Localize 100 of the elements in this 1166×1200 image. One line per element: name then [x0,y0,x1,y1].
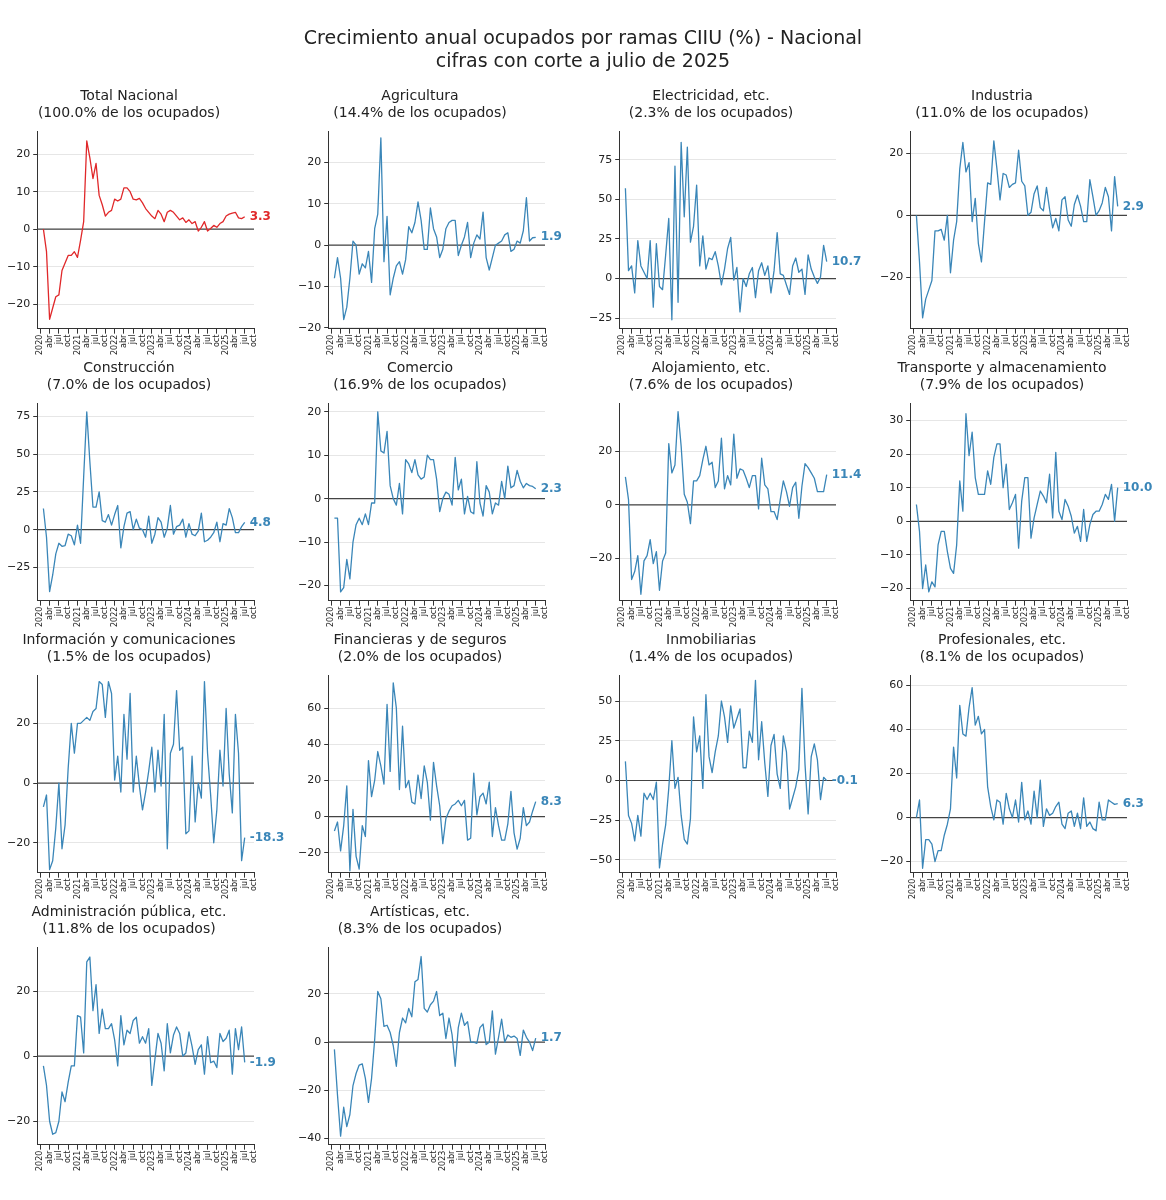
x-tick-label: abr [521,605,531,620]
x-tick-label: oct [831,606,841,620]
x-tick-label: abr [156,333,166,348]
x-tick-label: oct [249,1150,259,1164]
x-tick-label: 2024 [766,606,776,627]
x-tick-label: 2021 [363,1150,373,1171]
y-tick-label: 30 [889,413,904,427]
x-tick-label: abr [410,1149,420,1164]
x-tick-label: oct [211,878,221,892]
annotation: 1.9 [540,229,562,244]
x-tick-label: abr [372,1149,382,1164]
chart-title: Industria [971,87,1033,104]
x-tick-label: abr [156,1149,166,1164]
y-tick-label: −10 [298,534,322,548]
x-tick-label: 2022 [691,606,701,627]
x-tick-label: abr [410,605,420,620]
x-tick-label: 2025 [221,606,231,627]
text: Crecimiento anual ocupados por ramas CIIU (%) - Nacional [302,26,864,49]
x-tick-label: 2024 [184,878,194,899]
y-tick-label: 50 [598,693,613,707]
x-tick-label: jul [926,606,936,618]
x-tick-label: jul [239,606,249,618]
x-tick-label: abr [738,333,748,348]
y-tick-label: 20 [307,986,322,1000]
annotation: -18.3 [249,829,285,844]
x-tick-label: 2021 [654,606,664,627]
x-tick-label: jul [747,606,757,618]
x-tick-label: abr [701,877,711,892]
x-tick-label: oct [391,334,401,348]
x-tick-label: 2025 [512,878,522,899]
y-tick-label: 10 [307,196,322,210]
x-tick-label: jul [821,878,831,890]
chart-subtitle: (1.5% de los ocupados) [46,647,212,664]
y-tick-label: −20 [880,581,904,595]
x-tick-label: oct [756,334,766,348]
x-tick-label: jul [165,334,175,346]
x-tick-label: abr [992,605,1002,620]
x-tick-label: oct [793,606,803,620]
y-tick-label: 0 [23,222,31,236]
x-tick-label: jul [821,606,831,618]
y-tick-label: 75 [16,409,31,423]
x-tick-label: 2020 [326,606,336,627]
x-tick-label: jul [91,334,101,346]
x-tick-label: jul [239,878,249,890]
chart-subtitle: (14.4% de los ocupados) [333,103,507,120]
x-tick-label: jul [784,334,794,346]
x-tick-label: abr [663,333,673,348]
x-tick-label: oct [645,334,655,348]
x-tick-label: 2020 [35,334,45,355]
chart-subtitle: (1.4% de los ocupados) [628,647,794,664]
x-tick-label: jul [493,334,503,346]
x-tick-label: 2021 [363,334,373,355]
x-tick-label: abr [484,605,494,620]
x-tick-label: abr [775,877,785,892]
y-tick-label: −20 [298,578,322,592]
x-tick-label: oct [137,1150,147,1164]
x-tick-label: abr [119,605,129,620]
x-tick-label: jul [165,606,175,618]
x-tick-label: 2023 [1019,334,1029,355]
chart-subtitle: (2.3% de los ocupados) [628,103,794,120]
x-tick-label: 2022 [982,606,992,627]
x-tick-label: 2025 [512,334,522,355]
y-tick-label: 25 [598,231,613,245]
y-tick-label: 50 [16,447,31,461]
x-tick-label: 2022 [109,878,119,899]
x-tick-label: 2021 [654,878,664,899]
x-tick-label: jul [344,606,354,618]
x-tick-label: 2025 [512,606,522,627]
chart-title: Construcción [83,359,175,376]
x-tick-label: oct [1122,606,1132,620]
x-tick-label: jul [673,878,683,890]
x-tick-label: 2025 [803,606,813,627]
x-tick-label: jul [382,606,392,618]
x-tick-label: 2024 [475,878,485,899]
x-tick-label: 2023 [437,1150,447,1171]
x-tick-label: abr [992,877,1002,892]
x-tick-label: abr [335,877,345,892]
x-tick-label: jul [53,878,63,890]
x-tick-label: abr [954,877,964,892]
x-tick-label: oct [174,334,184,348]
x-tick-label: jul [239,334,249,346]
chart-title: Agricultura [381,87,459,104]
x-tick-label: oct [502,334,512,348]
x-tick-label: jul [1075,606,1085,618]
x-tick-label: 2024 [184,1150,194,1171]
x-tick-label: abr [626,877,636,892]
x-tick-label: 2021 [72,1150,82,1171]
x-tick-label: 2022 [109,1150,119,1171]
y-tick-label: 50 [598,192,613,206]
x-tick-label: abr [447,333,457,348]
y-tick-label: 25 [598,733,613,747]
x-tick-label: abr [193,333,203,348]
y-tick-label: 20 [307,773,322,787]
x-tick-label: jul [1075,334,1085,346]
y-tick-label: −20 [7,835,31,849]
x-tick-label: jul [530,878,540,890]
y-tick-label: 10 [307,448,322,462]
x-tick-label: oct [465,878,475,892]
y-tick-label: 40 [889,722,904,736]
x-tick-label: 2025 [221,878,231,899]
